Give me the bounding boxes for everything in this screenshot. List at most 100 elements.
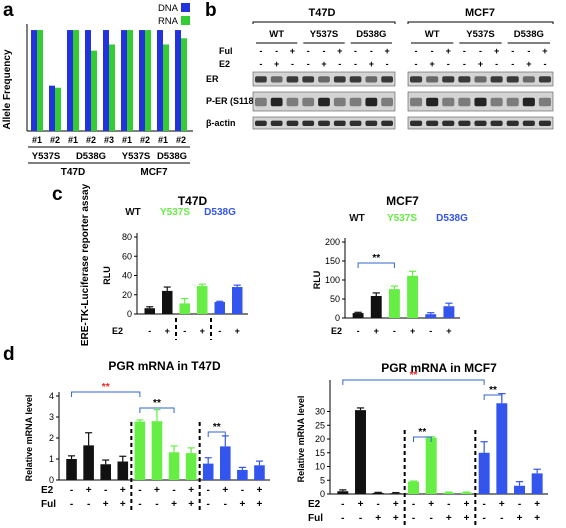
c1-e2-sign: - [183,326,186,336]
c1-e2-label: E2 [112,326,123,336]
d1-bar [202,463,214,480]
d2-e2-sign: + [464,499,470,510]
panel-c: ERE-TK-Luciferase reporter assay WT Y537… [80,183,468,346]
d2-bar [531,473,543,494]
d1-ful-sign: - [87,499,90,510]
d1-e2-sign: + [154,485,160,496]
d2-bar [337,491,349,494]
c2-e2-sign: - [393,326,396,336]
blot-mutant-label: WT [269,29,284,40]
d1-ytick-label: 3 [49,412,54,422]
d2-bar [355,410,366,494]
blot-band [255,97,267,107]
blot-ful-sign: + [542,46,547,56]
panel-a-label: a [3,0,14,21]
a-cell-label: MCF7 [140,167,168,178]
c1-e2-sign: + [165,326,170,336]
blot-ful-sign: + [290,46,295,56]
d2-ytick-label: 0 [320,489,325,499]
c1-legend-d538g: D538G [204,207,236,218]
c2-legend-wt: WT [349,213,365,224]
a-bar-rna [109,44,115,132]
blot-band [410,120,423,126]
a-bar-dna [67,30,73,132]
a-group-label: D538G [76,151,106,162]
blot-band [474,120,487,126]
chart-c1-t47d-luciferase: T47D 0 20 40 60 80 RLU - + - + - + [102,194,248,340]
panel-a-chart: Allele Frequency #1 #2 #1 #2 #3 #1 #2 #1 #2 Y537S D… [2,3,193,178]
blot-band [286,120,299,126]
blot-band [302,76,315,83]
d2-ylabel: Relative mRNA level [296,396,306,483]
d2-bar [372,492,384,494]
d1-ytick-label: 0 [49,475,54,485]
blot-mutant-label: D538G [356,29,386,40]
a-bar-dna [31,30,37,132]
c2-legend-y537s: Y537S [387,213,417,224]
a-tick-label: #1 [158,135,168,145]
blot-e2-sign: - [463,59,466,69]
d2-bar [408,481,419,494]
chart-c2-mcf7-luciferase: MCF7 0 50 100 150 200 RLU ** - + - + - + [312,194,460,336]
d1-bar [66,459,77,480]
blot-bracket-mcf7 [407,21,554,24]
blot-bracket-t47d [252,21,396,24]
d2-ful-sign: - [412,513,415,524]
blot-band [426,76,439,83]
chart-d2-pgr-mcf7: PGR mRNA in MCF7 0 5 10 15 20 25 30 Relative mRN… [296,361,548,526]
blot-band [474,97,487,107]
d2-title: PGR mRNA in MCF7 [381,361,497,375]
c1-bar [197,286,208,314]
c2-sig-bracket [357,262,395,268]
d1-ytick-label: 4 [49,391,54,401]
blot-ful-sign: + [384,46,389,56]
a-legend-label: DNA [158,3,179,14]
blot-band [333,97,346,107]
d1-ful-sign: - [70,499,73,510]
c1-legend-wt: WT [125,207,141,218]
c2-e2-sign: + [374,326,379,336]
d1-ful-sign: + [103,499,109,510]
d1-e2-label: E2 [41,485,54,496]
blot-band [381,76,393,83]
d2-ful-sign: - [341,513,344,524]
d2-bar [478,452,490,494]
blot-band [426,120,439,126]
c2-bar [425,314,437,318]
d2-ytick-label: 30 [315,407,325,417]
d1-ful-sign: - [224,499,227,510]
blot-band [538,120,551,126]
blot-e2-sign: - [511,59,514,69]
a-group-label: Y537S [122,151,151,162]
a-group-label: Y537S [32,151,61,162]
blot-mutant-label: D538G [514,29,544,40]
blot-band [349,76,362,83]
blot-band [270,76,283,83]
c1-ylabel: RLU [102,266,112,285]
panel-c-label: c [52,184,63,205]
blot-label-er: ER [206,74,219,84]
blot-band [538,97,551,107]
panel-d-label: d [3,344,15,365]
d2-e2-sign: + [393,499,399,510]
d1-e2-sign: + [188,485,194,496]
blot-band [381,120,393,126]
c2-ytick-label: 200 [325,237,340,247]
c1-ytick-label: 20 [122,290,132,300]
a-tick-label: #3 [104,135,114,145]
d1-bar [151,421,163,480]
c2-legend-d538g: D538G [436,213,468,224]
blot-e2-sign: - [447,59,450,69]
blot-mutant-label: Y537S [466,29,495,40]
blot-band [333,120,346,126]
blot-group-mcf7: MCF7 [465,7,495,19]
blot-e2-sign: + [369,59,374,69]
blot-band [442,120,455,126]
a-bar-rna [91,50,97,131]
d1-bar [117,461,129,480]
d2-sig-bracket [342,379,485,385]
c2-bar [388,289,400,318]
d2-e2-sign: - [412,499,415,510]
d1-ful-sign: + [171,499,177,510]
panel-b-western-blot: T47D MCF7 WT Y537S D538G WT Y537S D538G - - - + +… [206,7,554,130]
